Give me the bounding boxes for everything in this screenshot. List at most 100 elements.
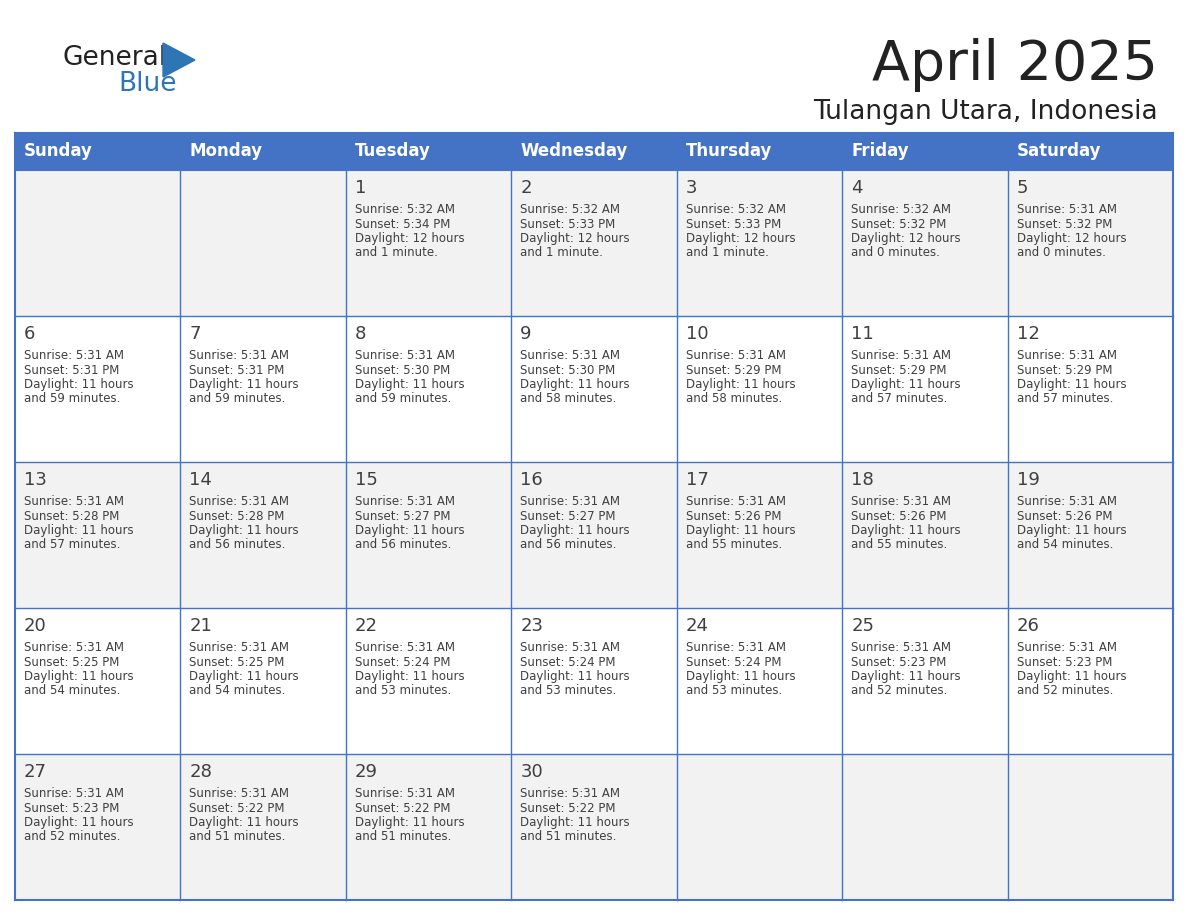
Text: 5: 5 — [1017, 179, 1028, 197]
Text: Sunset: 5:23 PM: Sunset: 5:23 PM — [24, 801, 119, 814]
Text: 15: 15 — [355, 471, 378, 489]
Text: and 59 minutes.: and 59 minutes. — [355, 393, 451, 406]
Text: Sunset: 5:23 PM: Sunset: 5:23 PM — [1017, 655, 1112, 668]
Text: Daylight: 11 hours: Daylight: 11 hours — [355, 670, 465, 683]
Text: 27: 27 — [24, 763, 48, 781]
Text: 3: 3 — [685, 179, 697, 197]
Text: Sunset: 5:32 PM: Sunset: 5:32 PM — [1017, 218, 1112, 230]
Text: Sunrise: 5:31 AM: Sunrise: 5:31 AM — [189, 787, 290, 800]
Text: Sunset: 5:31 PM: Sunset: 5:31 PM — [24, 364, 119, 376]
Text: April 2025: April 2025 — [872, 38, 1158, 92]
Text: Sunrise: 5:31 AM: Sunrise: 5:31 AM — [24, 787, 124, 800]
Text: Daylight: 11 hours: Daylight: 11 hours — [851, 378, 961, 391]
Text: and 52 minutes.: and 52 minutes. — [24, 831, 120, 844]
Text: Sunset: 5:28 PM: Sunset: 5:28 PM — [24, 509, 119, 522]
Text: and 57 minutes.: and 57 minutes. — [24, 539, 120, 552]
Text: Sunset: 5:26 PM: Sunset: 5:26 PM — [1017, 509, 1112, 522]
Text: 16: 16 — [520, 471, 543, 489]
Bar — [15, 316, 1173, 462]
Text: Sunrise: 5:31 AM: Sunrise: 5:31 AM — [355, 495, 455, 508]
Text: Sunrise: 5:31 AM: Sunrise: 5:31 AM — [1017, 203, 1117, 216]
Text: and 54 minutes.: and 54 minutes. — [24, 685, 120, 698]
Text: Sunset: 5:30 PM: Sunset: 5:30 PM — [520, 364, 615, 376]
Text: Sunset: 5:33 PM: Sunset: 5:33 PM — [520, 218, 615, 230]
Text: and 58 minutes.: and 58 minutes. — [520, 393, 617, 406]
Text: Sunset: 5:33 PM: Sunset: 5:33 PM — [685, 218, 781, 230]
Text: Sunset: 5:29 PM: Sunset: 5:29 PM — [685, 364, 782, 376]
Text: Sunrise: 5:32 AM: Sunrise: 5:32 AM — [355, 203, 455, 216]
Text: Daylight: 11 hours: Daylight: 11 hours — [685, 378, 795, 391]
Text: Daylight: 11 hours: Daylight: 11 hours — [1017, 378, 1126, 391]
Text: Sunrise: 5:31 AM: Sunrise: 5:31 AM — [355, 641, 455, 654]
Text: Sunset: 5:22 PM: Sunset: 5:22 PM — [189, 801, 285, 814]
Bar — [15, 608, 1173, 754]
Text: Sunset: 5:27 PM: Sunset: 5:27 PM — [355, 509, 450, 522]
Text: Sunset: 5:26 PM: Sunset: 5:26 PM — [851, 509, 947, 522]
Text: Sunset: 5:27 PM: Sunset: 5:27 PM — [520, 509, 615, 522]
Text: Sunrise: 5:31 AM: Sunrise: 5:31 AM — [24, 495, 124, 508]
Text: Daylight: 11 hours: Daylight: 11 hours — [189, 378, 299, 391]
Text: and 1 minute.: and 1 minute. — [355, 247, 437, 260]
Text: and 53 minutes.: and 53 minutes. — [685, 685, 782, 698]
Text: and 55 minutes.: and 55 minutes. — [851, 539, 947, 552]
Text: Sunset: 5:25 PM: Sunset: 5:25 PM — [24, 655, 119, 668]
Text: 29: 29 — [355, 763, 378, 781]
Text: 30: 30 — [520, 763, 543, 781]
Text: 25: 25 — [851, 617, 874, 635]
Text: Sunrise: 5:31 AM: Sunrise: 5:31 AM — [1017, 495, 1117, 508]
Text: 7: 7 — [189, 325, 201, 343]
Text: 26: 26 — [1017, 617, 1040, 635]
Text: Daylight: 11 hours: Daylight: 11 hours — [355, 524, 465, 537]
Text: Sunrise: 5:31 AM: Sunrise: 5:31 AM — [685, 349, 785, 362]
Text: Daylight: 11 hours: Daylight: 11 hours — [189, 816, 299, 829]
Text: and 59 minutes.: and 59 minutes. — [24, 393, 120, 406]
Text: Daylight: 11 hours: Daylight: 11 hours — [520, 670, 630, 683]
Text: Daylight: 11 hours: Daylight: 11 hours — [24, 816, 133, 829]
Text: Sunrise: 5:31 AM: Sunrise: 5:31 AM — [685, 495, 785, 508]
Text: Sunrise: 5:31 AM: Sunrise: 5:31 AM — [851, 641, 952, 654]
Text: Daylight: 12 hours: Daylight: 12 hours — [1017, 232, 1126, 245]
Text: Sunrise: 5:32 AM: Sunrise: 5:32 AM — [520, 203, 620, 216]
Text: 19: 19 — [1017, 471, 1040, 489]
Text: Sunset: 5:22 PM: Sunset: 5:22 PM — [355, 801, 450, 814]
Text: Tulangan Utara, Indonesia: Tulangan Utara, Indonesia — [814, 99, 1158, 125]
Text: Daylight: 11 hours: Daylight: 11 hours — [189, 524, 299, 537]
Bar — [15, 170, 1173, 316]
Text: Sunrise: 5:31 AM: Sunrise: 5:31 AM — [1017, 641, 1117, 654]
Text: Sunset: 5:32 PM: Sunset: 5:32 PM — [851, 218, 947, 230]
Text: 6: 6 — [24, 325, 36, 343]
Text: Sunrise: 5:31 AM: Sunrise: 5:31 AM — [189, 349, 290, 362]
Text: 10: 10 — [685, 325, 708, 343]
Text: 4: 4 — [851, 179, 862, 197]
Text: Daylight: 11 hours: Daylight: 11 hours — [851, 524, 961, 537]
Text: and 0 minutes.: and 0 minutes. — [851, 247, 940, 260]
Text: Sunrise: 5:31 AM: Sunrise: 5:31 AM — [520, 787, 620, 800]
Text: and 57 minutes.: and 57 minutes. — [1017, 393, 1113, 406]
Text: and 55 minutes.: and 55 minutes. — [685, 539, 782, 552]
Text: 9: 9 — [520, 325, 532, 343]
Text: and 56 minutes.: and 56 minutes. — [355, 539, 451, 552]
Text: Sunday: Sunday — [24, 142, 93, 161]
Text: and 56 minutes.: and 56 minutes. — [520, 539, 617, 552]
Text: 23: 23 — [520, 617, 543, 635]
Text: and 0 minutes.: and 0 minutes. — [1017, 247, 1106, 260]
Text: 2: 2 — [520, 179, 532, 197]
Text: Sunrise: 5:32 AM: Sunrise: 5:32 AM — [685, 203, 785, 216]
Bar — [15, 754, 1173, 900]
Text: and 56 minutes.: and 56 minutes. — [189, 539, 286, 552]
Text: and 52 minutes.: and 52 minutes. — [851, 685, 948, 698]
Text: Sunset: 5:23 PM: Sunset: 5:23 PM — [851, 655, 947, 668]
Text: Sunrise: 5:31 AM: Sunrise: 5:31 AM — [24, 641, 124, 654]
Text: 8: 8 — [355, 325, 366, 343]
Text: and 51 minutes.: and 51 minutes. — [520, 831, 617, 844]
Text: and 54 minutes.: and 54 minutes. — [189, 685, 286, 698]
Text: Daylight: 11 hours: Daylight: 11 hours — [24, 378, 133, 391]
Text: Sunrise: 5:31 AM: Sunrise: 5:31 AM — [851, 349, 952, 362]
Text: Daylight: 11 hours: Daylight: 11 hours — [851, 670, 961, 683]
Text: Sunset: 5:31 PM: Sunset: 5:31 PM — [189, 364, 285, 376]
Text: Sunset: 5:29 PM: Sunset: 5:29 PM — [1017, 364, 1112, 376]
Text: Daylight: 12 hours: Daylight: 12 hours — [355, 232, 465, 245]
Text: 20: 20 — [24, 617, 46, 635]
Text: and 57 minutes.: and 57 minutes. — [851, 393, 948, 406]
Text: Sunrise: 5:31 AM: Sunrise: 5:31 AM — [189, 641, 290, 654]
